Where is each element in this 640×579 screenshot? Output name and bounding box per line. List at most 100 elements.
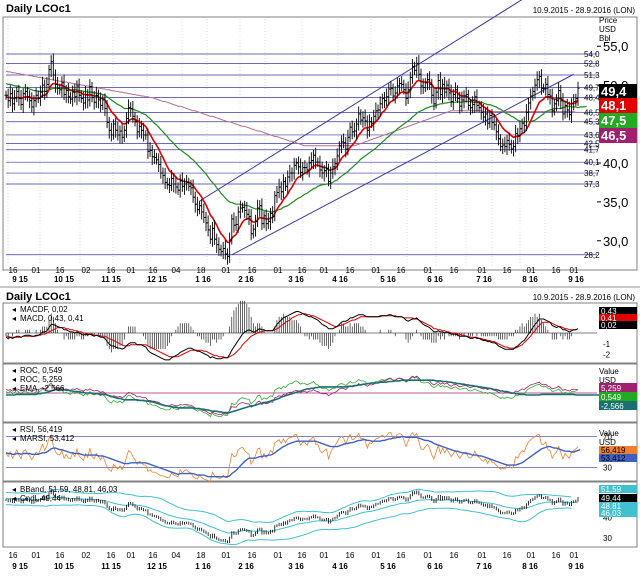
ohlc-bar: [413, 61, 417, 76]
ohlc-bar: [195, 196, 199, 217]
ohlc-bar: [357, 106, 361, 131]
ohlc-bar: [187, 177, 191, 191]
price-tag-bg-1: [599, 98, 637, 113]
ohlc-bar: [200, 199, 204, 220]
price-panel-title: Daily LCOc1: [6, 3, 71, 15]
macd-legend-icon: ◂: [12, 314, 16, 323]
ohlc-bar: [28, 90, 32, 109]
ohlc-bar: [202, 203, 206, 224]
bband-middle-line: [5, 496, 579, 534]
level-label-11: 38,7: [584, 169, 600, 178]
rsi-tag-label-0: 56,419: [601, 446, 626, 455]
ohlc-bar: [505, 134, 509, 156]
ohlc-bar: [53, 69, 57, 93]
price-tag-label-3: 46,5: [601, 128, 626, 143]
roc-tag-label-1: 0,549: [601, 393, 622, 402]
ohlc-bar: [339, 135, 343, 154]
ohlc-bar: [8, 85, 12, 107]
macd-panel[interactable]: 21-1-20,430,410,02 MACDF, 0,02 MACD, 0,4…: [2, 300, 638, 364]
roc-ema-line: [6, 379, 602, 414]
rsi-tag-bg-1: [599, 454, 637, 462]
ohlc-bar: [275, 185, 279, 204]
ohlc-bar: [367, 114, 371, 137]
price-x-month-9: 6 16: [427, 275, 443, 284]
ohlc-bar: [359, 109, 363, 125]
price-x-month-6: 3 16: [288, 275, 304, 284]
price-channel: [199, 0, 574, 256]
price-tag-label-1: 48,1: [601, 98, 626, 113]
bottom-x-day-22: 16: [552, 551, 561, 560]
ohlc-bar: [559, 84, 563, 110]
ohlc-bar: [232, 212, 236, 233]
bband-tag-label-2: 48,81: [601, 502, 622, 511]
ohlc-bar: [43, 79, 47, 100]
rsi-panel-border: [2, 422, 638, 482]
ohlc-bar: [217, 237, 221, 256]
ohlc-bar: [163, 167, 167, 189]
bottom-x-day-12: 16: [298, 551, 307, 560]
price-x-month-0: 9 15: [12, 275, 28, 284]
price-x-day-12: 16: [298, 266, 307, 275]
roc-long-legend-icon: ◂: [12, 375, 16, 384]
level-label-8: 42,5: [584, 140, 600, 149]
ohlc-bar: [400, 76, 404, 91]
price-y-ticks: 55,050,045,040,035,030,0: [597, 39, 628, 249]
price-x-day-11: 01: [274, 266, 283, 275]
ohlc-bar: [574, 93, 578, 107]
price-x-day-19: 01: [478, 266, 487, 275]
price-x-day-15: 01: [372, 266, 381, 275]
bband-lower-line: [5, 504, 572, 546]
level-label-2: 51,3: [584, 71, 600, 80]
ohlc-bar: [112, 119, 116, 140]
price-x-day-23: 01: [570, 266, 579, 275]
level-label-7: 43,6: [584, 131, 600, 140]
ohlc-bar: [432, 87, 436, 111]
rsi-ytick-0: 70: [603, 433, 612, 442]
ohlc-bar: [10, 88, 14, 113]
bottom-x-day-19: 01: [478, 551, 487, 560]
ohlc-bar: [21, 88, 25, 113]
price-tag-label-0: 49,4: [601, 84, 627, 99]
ohlc-bar: [518, 121, 522, 143]
ohlc-bar: [251, 224, 255, 239]
ohlc-bar: [527, 97, 531, 121]
ohlc-bar: [249, 209, 253, 241]
ohlc-bar: [509, 139, 513, 154]
ohlc-bar: [155, 152, 159, 165]
bottom-x-month-9: 6 16: [427, 562, 443, 571]
macd-ytick-2: -1: [603, 340, 611, 349]
ohlc-bar: [30, 92, 34, 113]
price-x-day-16: 16: [397, 266, 406, 275]
bottom-x-day-10: 16: [248, 551, 257, 560]
ohlc-bar: [296, 156, 300, 175]
price-axis-label-line3: Bbl: [599, 34, 611, 43]
roc-axis-label-line2: USD: [599, 376, 616, 385]
channel-line-1: [231, 73, 574, 256]
price-tag-bg-3: [599, 128, 637, 143]
ohlc-bar: [552, 99, 556, 116]
price-ytick-label-0: 55,0: [603, 39, 628, 54]
ohlc-bar: [262, 211, 266, 229]
level-label-3: 49,7: [584, 83, 600, 92]
ohlc-bar: [56, 76, 60, 95]
bottom-x-day-18: 16: [450, 551, 459, 560]
bband-tag-bg-1: [599, 494, 637, 502]
ohlc-bar: [292, 157, 296, 180]
macd-tag-bg-2: [599, 321, 637, 329]
ohlc-bar: [288, 164, 292, 183]
ohlc-bar: [277, 178, 281, 199]
ohlc-bar: [380, 93, 384, 109]
ohlc-bar: [557, 82, 561, 107]
price-x-day-8: 18: [197, 266, 206, 275]
bband-tag-bg-3: [599, 509, 637, 517]
bottom-x-month-8: 5 16: [380, 562, 396, 571]
bottom-x-axis: 16 01 16 02 16 01 16 04 18 01 16 01 16 01 16 01 16 01 16 01…: [9, 551, 585, 571]
bottom-x-month-6: 3 16: [288, 562, 304, 571]
price-panel[interactable]: Daily LCOc1 10.9.2015 - 28.9.2016 (LON) …: [2, 0, 638, 284]
bband-tag-bg-0: [599, 485, 637, 493]
price-moving-averages: [5, 70, 587, 244]
bband-tag-bg-2: [599, 502, 637, 510]
